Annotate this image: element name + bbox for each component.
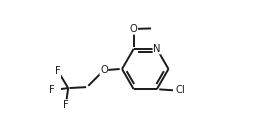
- Text: F: F: [63, 100, 69, 110]
- Text: N: N: [153, 44, 161, 54]
- Text: O: O: [100, 65, 108, 75]
- Text: Cl: Cl: [176, 85, 186, 95]
- Text: O: O: [130, 24, 138, 34]
- Text: F: F: [55, 66, 61, 76]
- Text: F: F: [49, 85, 54, 95]
